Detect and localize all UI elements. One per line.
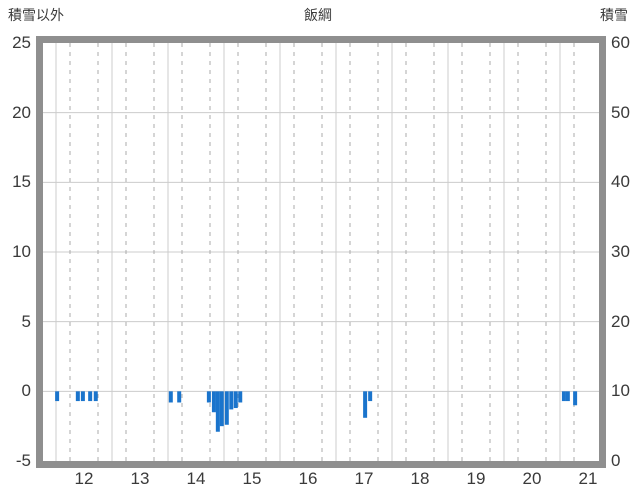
x-axis-tick-label: 19 — [466, 469, 486, 488]
left-tick-label: 5 — [21, 311, 31, 331]
right-tick-label: 10 — [611, 381, 630, 401]
x-axis-tick-label: 13 — [130, 469, 150, 488]
x-axis-tick-label: 12 — [74, 469, 94, 488]
left-tick-label: 25 — [12, 33, 31, 52]
x-axis-tick-label: 16 — [298, 469, 318, 488]
x-axis-tick-label: 20 — [522, 469, 542, 488]
plot-area — [43, 43, 599, 461]
right-tick-label: 50 — [611, 102, 630, 122]
x-axis-tick-label: 14 — [186, 469, 206, 488]
left-tick-label: 0 — [21, 381, 31, 401]
x-axis-tick-label: 15 — [242, 469, 262, 488]
right-tick-label: 30 — [611, 242, 630, 261]
left-tick-label: 15 — [12, 172, 31, 192]
right-tick-label: 20 — [611, 311, 630, 331]
x-axis-tick-label: 17 — [354, 469, 374, 488]
right-axis-title: 積雪 — [600, 7, 628, 23]
right-tick-label: 60 — [611, 33, 630, 52]
x-axis-tick-label: 18 — [410, 469, 430, 488]
left-tick-label: 10 — [12, 242, 31, 261]
left-axis-title: 積雪以外 — [8, 7, 64, 23]
plot-frame — [36, 36, 606, 468]
x-axis-tick-label: 21 — [578, 469, 598, 488]
left-tick-label: 20 — [12, 102, 31, 122]
left-tick-label: -5 — [15, 451, 31, 470]
chart-title: 飯綱 — [304, 7, 332, 23]
right-tick-label: 0 — [611, 451, 621, 470]
right-tick-label: 40 — [611, 172, 630, 192]
